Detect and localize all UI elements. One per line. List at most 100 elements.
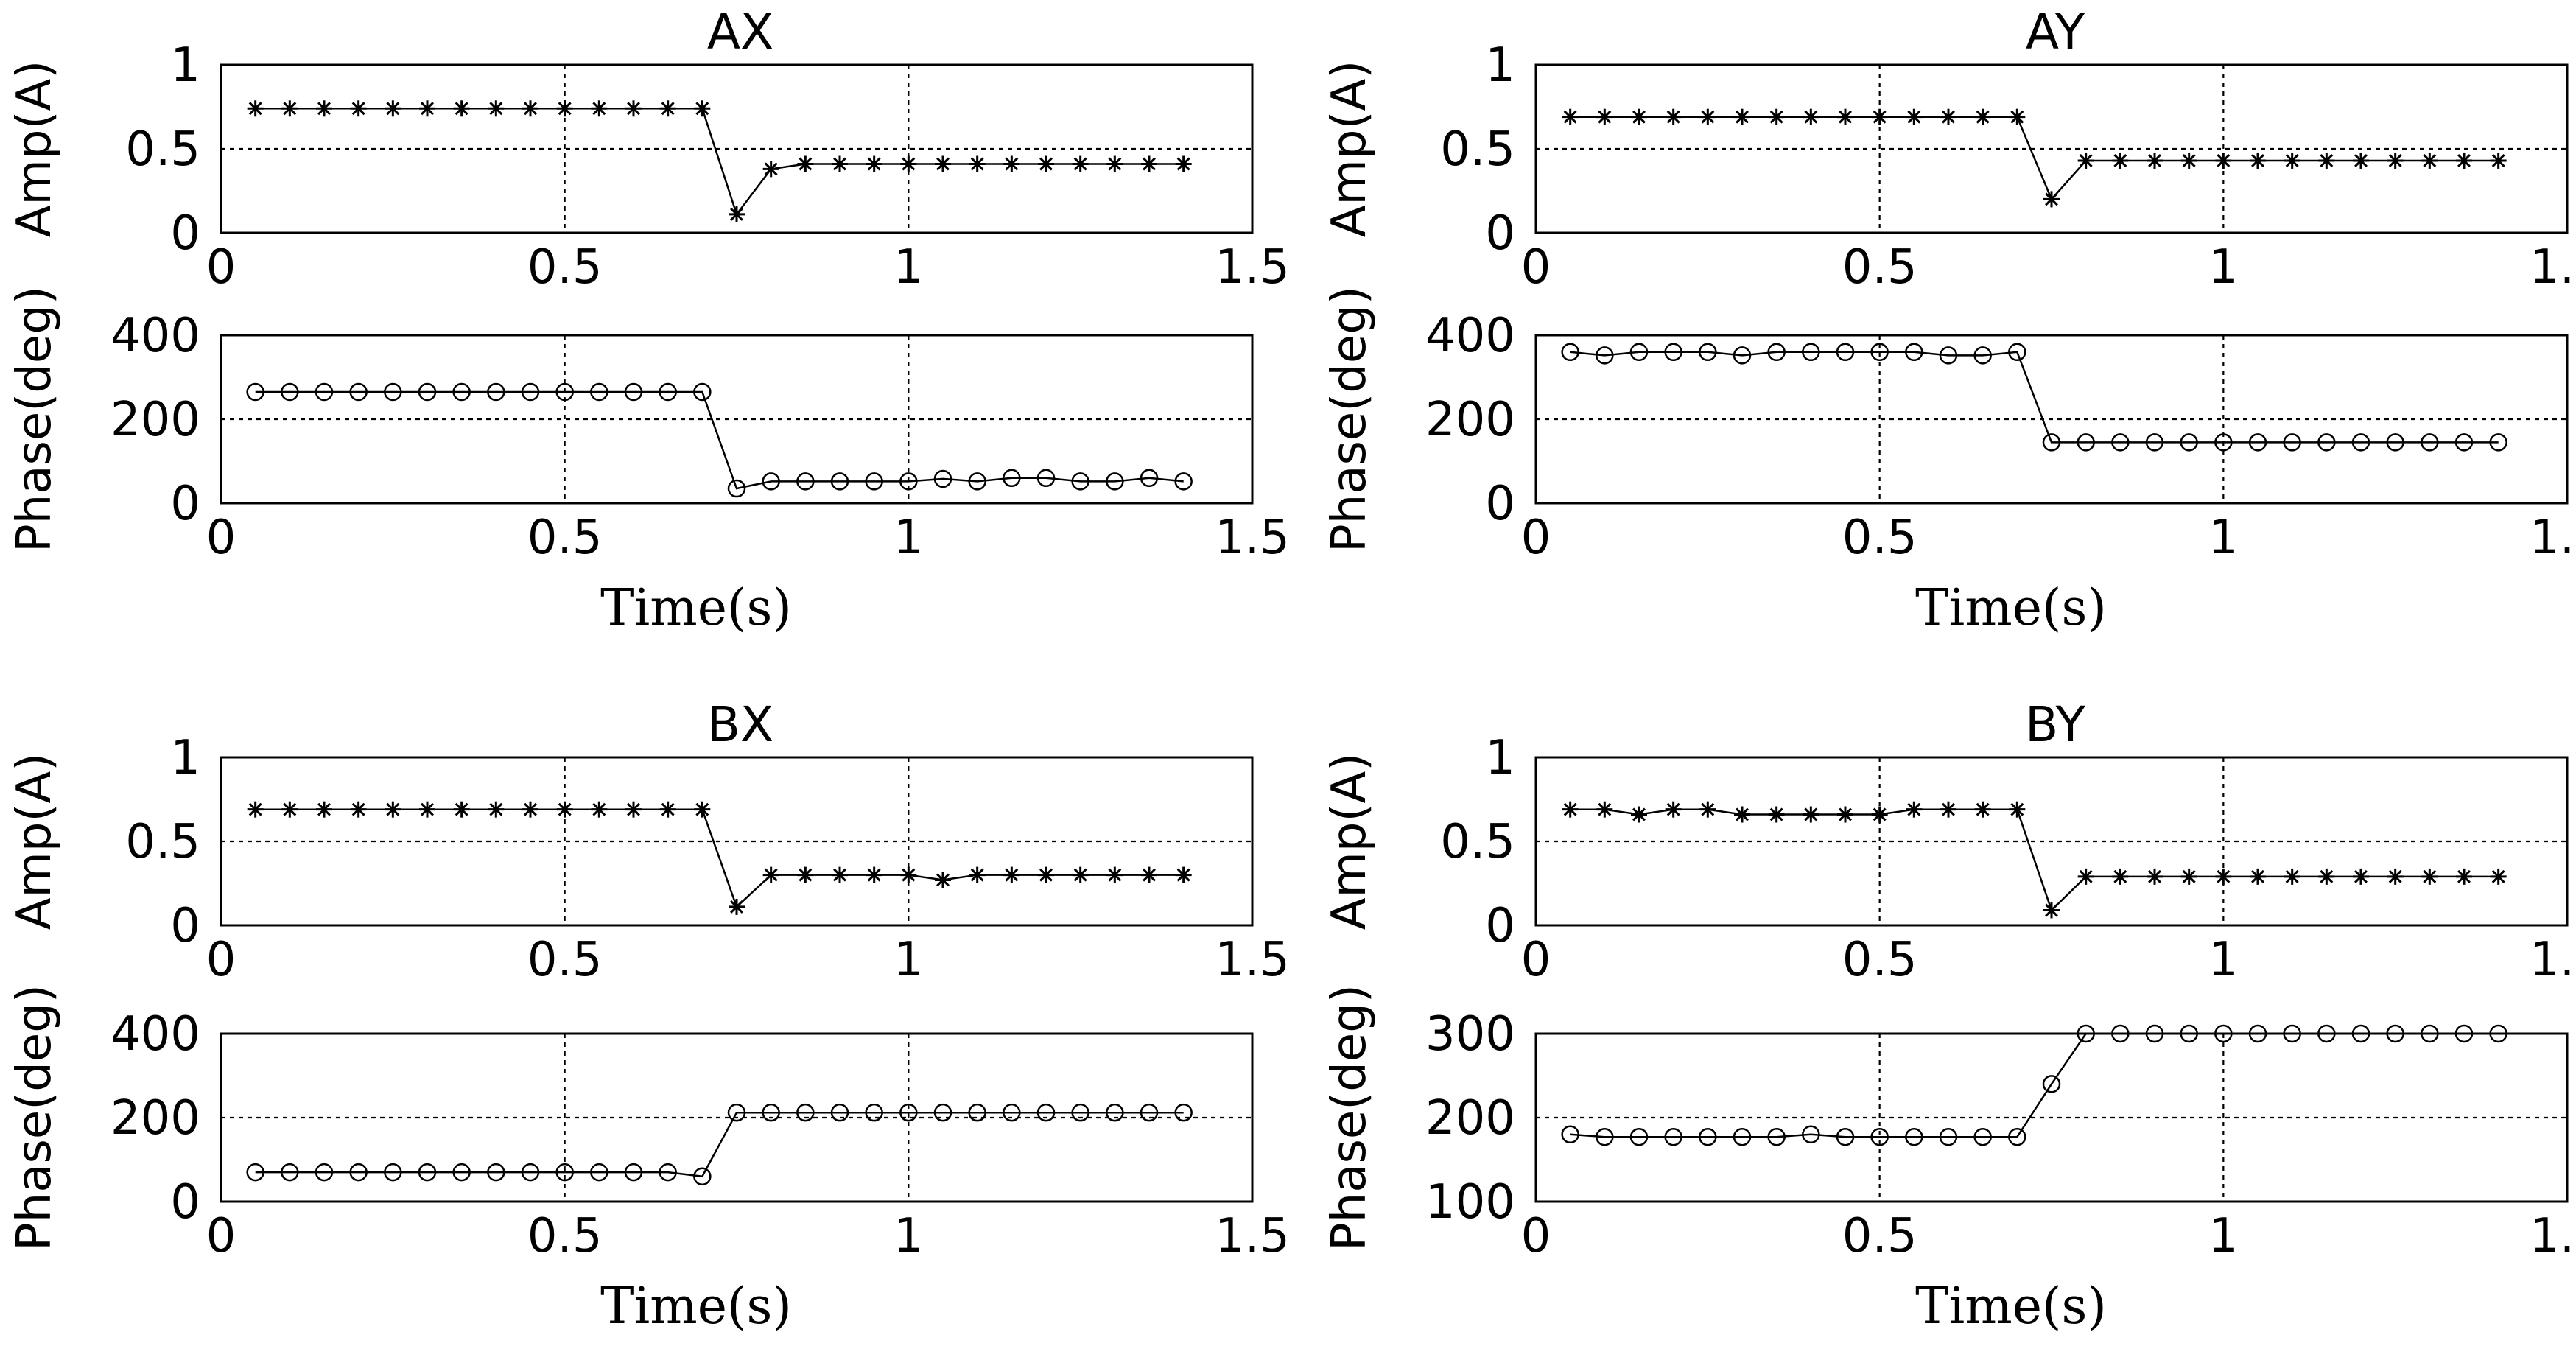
star-marker-18: [2180, 868, 2197, 885]
circle-marker-3: [349, 382, 368, 402]
y-axis-label: Amp(A): [1322, 753, 1377, 930]
circle-marker-9: [1870, 1127, 1889, 1146]
circle-marker-4: [1699, 1127, 1717, 1146]
y-tick-label-1: 0.5: [1440, 122, 1515, 177]
y-tick-label-1: 0.5: [1440, 815, 1515, 869]
star-marker-9: [1871, 806, 1888, 823]
circle-marker-19: [899, 1103, 918, 1122]
star-marker-16: [2112, 152, 2129, 169]
star-marker-12: [659, 100, 676, 117]
star-marker-25: [2421, 868, 2438, 885]
star-marker-27: [2490, 152, 2507, 169]
circle-marker-25: [1106, 472, 1124, 491]
subplot-title: AY: [2026, 4, 2085, 60]
star-marker-11: [1940, 108, 1956, 125]
circle-marker-27: [1174, 1103, 1193, 1122]
x-tick-label-3: 1.5: [2530, 1209, 2576, 1263]
x-tick-label-3: 1.5: [2530, 933, 2576, 987]
y-tick-label-2: 300: [1425, 1007, 1515, 1062]
star-marker-10: [1906, 108, 1923, 125]
x-tick-label-1: 0.5: [1842, 1209, 1917, 1263]
star-marker-15: [762, 866, 779, 883]
star-marker-6: [1768, 806, 1785, 823]
star-marker-3: [1665, 108, 1682, 125]
y-tick-label-1: 200: [110, 1091, 200, 1146]
star-marker-24: [2387, 868, 2404, 885]
star-marker-11: [625, 100, 642, 117]
circle-marker-11: [624, 1163, 643, 1182]
y-tick-label-0: 0: [170, 477, 200, 531]
star-marker-22: [2318, 152, 2335, 169]
x-tick-label-2: 1: [894, 511, 924, 565]
y-tick-label-2: 400: [110, 309, 200, 363]
star-marker-2: [1631, 108, 1647, 125]
y-axis-label: Phase(deg): [7, 286, 62, 553]
circle-marker-1: [1596, 346, 1614, 365]
circle-marker-26: [2454, 433, 2474, 452]
star-marker-8: [522, 100, 538, 117]
circle-marker-25: [1106, 1103, 1124, 1122]
star-marker-10: [1906, 801, 1923, 818]
circle-marker-6: [1767, 343, 1786, 362]
star-marker-24: [1072, 155, 1089, 172]
x-tick-label-1: 0.5: [527, 1209, 603, 1263]
star-marker-13: [694, 100, 711, 117]
star-marker-7: [488, 801, 505, 818]
circle-marker-8: [521, 382, 540, 402]
star-marker-9: [1871, 108, 1888, 125]
star-marker-17: [2147, 868, 2163, 885]
circle-marker-26: [2454, 1024, 2474, 1043]
star-marker-7: [1803, 108, 1819, 125]
circle-marker-16: [796, 472, 815, 491]
star-marker-27: [2490, 868, 2507, 885]
x-tick-label-0: 0: [1521, 933, 1551, 987]
star-marker-17: [832, 866, 848, 883]
star-marker-16: [2112, 868, 2129, 885]
subplot-5: 0 0.5 1 1.5 0 200 400 Phase(deg) Time(s): [7, 984, 1290, 1336]
star-marker-18: [2180, 152, 2197, 169]
x-tick-label-3: 1.5: [1215, 1209, 1290, 1263]
star-marker-9: [556, 801, 573, 818]
circle-marker-11: [624, 382, 643, 402]
star-marker-14: [729, 206, 745, 222]
star-marker-26: [2456, 868, 2472, 885]
star-marker-21: [2284, 152, 2300, 169]
star-marker-1: [281, 100, 298, 117]
circle-marker-12: [1973, 1127, 1992, 1146]
series-line: [255, 808, 1184, 909]
circle-marker-15: [2077, 1024, 2095, 1043]
circle-marker-12: [659, 382, 677, 402]
star-marker-8: [1837, 806, 1853, 823]
series-line: [1570, 808, 2499, 912]
star-marker-5: [419, 100, 435, 117]
star-marker-13: [2009, 108, 2026, 125]
star-marker-27: [1175, 866, 1192, 883]
star-marker-19: [2215, 152, 2232, 169]
x-tick-label-3: 1.5: [1215, 511, 1290, 565]
y-tick-label-1: 200: [110, 393, 200, 447]
circle-marker-5: [1733, 1127, 1752, 1146]
x-tick-label-0: 0: [1521, 511, 1551, 565]
y-tick-label-0: 0: [170, 1175, 200, 1230]
circle-marker-25: [2421, 433, 2439, 452]
x-tick-label-1: 0.5: [527, 511, 603, 565]
circle-marker-25: [2421, 1024, 2439, 1043]
star-marker-12: [1974, 801, 1991, 818]
star-marker-18: [866, 866, 882, 883]
series-line: [255, 390, 1184, 490]
circle-marker-14: [2042, 433, 2061, 452]
star-marker-10: [591, 801, 608, 818]
circle-marker-0: [1561, 1125, 1579, 1144]
circle-marker-26: [1140, 469, 1159, 488]
series-line: [1570, 116, 2499, 201]
circle-marker-13: [2008, 1127, 2026, 1146]
circle-marker-13: [2008, 343, 2026, 362]
star-marker-4: [385, 100, 401, 117]
x-tick-label-1: 0.5: [1842, 933, 1917, 987]
star-marker-15: [762, 161, 779, 178]
circle-marker-27: [2489, 1024, 2507, 1043]
circle-marker-0: [246, 382, 264, 402]
star-marker-25: [1106, 866, 1123, 883]
subplot-4: 0 0.5 1 1.5 0 0.5 1 Amp(A) BX: [7, 696, 1290, 987]
